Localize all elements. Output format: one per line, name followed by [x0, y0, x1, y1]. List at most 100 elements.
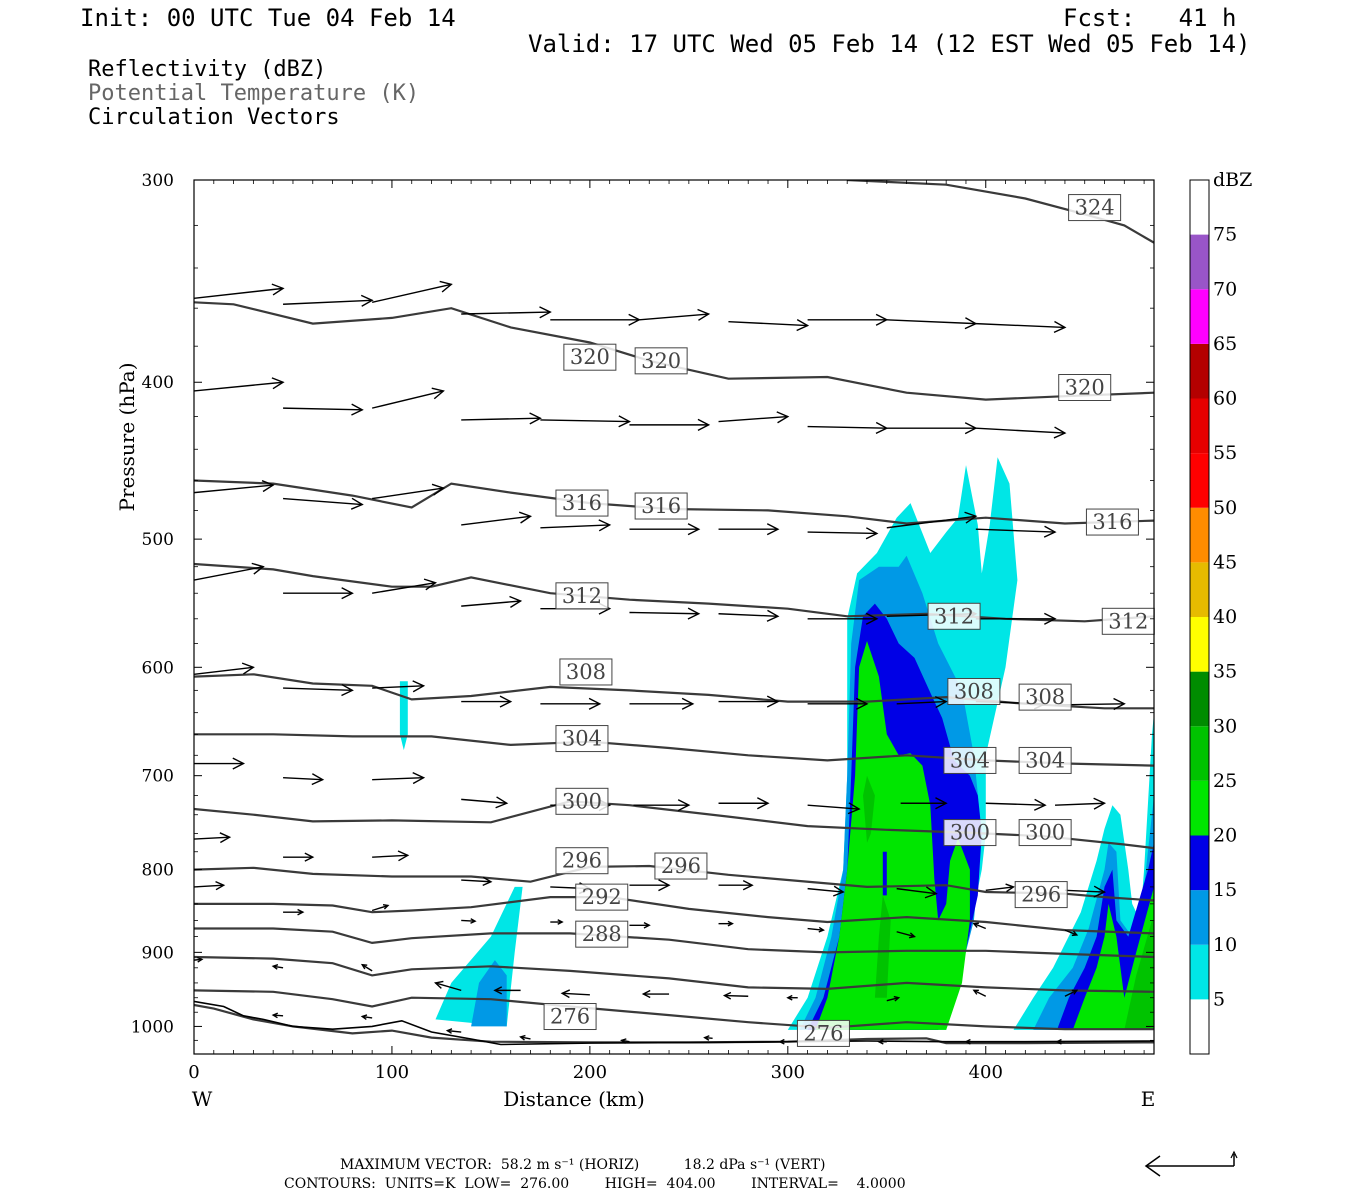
- theta-contour-label-box: [1085, 508, 1139, 536]
- colorbar-segment: [1190, 999, 1209, 1054]
- wind-vector: [973, 989, 987, 997]
- theta-contour-label-box: [654, 852, 708, 880]
- plot-frame: [193, 179, 1155, 1055]
- surface-line: [194, 1000, 1154, 1046]
- wind-vector: [283, 299, 373, 305]
- wind-vector-head: [972, 922, 979, 928]
- theta-contour-label: 324: [1075, 196, 1115, 220]
- theta-contour-304: [194, 733, 1154, 767]
- colorbar-segment: [1190, 289, 1209, 344]
- wind-vector-head: [766, 523, 780, 536]
- footer-contours: CONTOURS: UNITS=K LOW= 276.00 HIGH= 404.…: [284, 1176, 906, 1192]
- wind-vector: [639, 313, 709, 321]
- wind-vector: [371, 283, 452, 303]
- wind-vector: [283, 407, 363, 411]
- wind-vector: [283, 776, 323, 781]
- wind-vector-head: [757, 797, 770, 810]
- wind-vector-head: [509, 595, 523, 608]
- wind-vector-head: [495, 796, 509, 809]
- theta-contour-320: [194, 301, 1154, 401]
- init-time: Init: 00 UTC Tue 04 Feb 14: [80, 4, 456, 32]
- wind-vector-head: [766, 609, 780, 622]
- theta-contour-label: 276: [550, 1005, 590, 1029]
- wind-vector: [461, 311, 551, 315]
- colorbar-tick-label: 55: [1213, 442, 1237, 464]
- wind-vector: [461, 600, 521, 607]
- wind-vector-head: [964, 511, 978, 524]
- wind-vector-head: [893, 995, 901, 1002]
- wind-vector-head: [703, 1035, 710, 1041]
- colorbar-tick-label: 60: [1213, 388, 1237, 410]
- colorbar-frame: [1189, 179, 1210, 1055]
- wind-vector-head: [1113, 697, 1126, 711]
- wind-vector-head: [832, 885, 845, 897]
- wind-vector-head: [818, 926, 825, 933]
- wind-vector: [194, 484, 274, 494]
- x-tick-label: 400: [969, 1062, 1003, 1083]
- theta-contour-label: 320: [1065, 376, 1105, 400]
- wind-vector-head: [658, 879, 671, 892]
- theta-contour-label: 316: [641, 494, 681, 518]
- wind-vector-head: [271, 283, 285, 296]
- wind-vector-head: [557, 919, 564, 925]
- colorbar-title: dBZ: [1213, 169, 1252, 191]
- wind-vector: [886, 515, 976, 529]
- wind-vector: [283, 687, 353, 692]
- wind-vector: [372, 776, 424, 781]
- wind-vector-head: [518, 511, 533, 524]
- reference-vector-head: [1144, 1155, 1161, 1177]
- wind-vector-head: [304, 852, 315, 862]
- reflectivity-region: [874, 895, 891, 998]
- wind-vector: [372, 487, 444, 500]
- colorbar-segment: [1190, 180, 1209, 235]
- wind-vector: [361, 964, 373, 972]
- wind-vector-head: [865, 527, 879, 540]
- wind-vector-head: [482, 876, 493, 886]
- wind-vector: [194, 884, 224, 888]
- wind-vector-head: [397, 850, 410, 862]
- field-circulation-vectors: Circulation Vectors: [88, 105, 340, 130]
- wind-vector-head: [341, 683, 354, 697]
- colorbar-segment: [1190, 507, 1209, 563]
- wind-vector-head: [924, 886, 938, 899]
- wind-vector-head: [934, 696, 948, 709]
- theta-contour-label-box: [543, 1003, 597, 1031]
- theta-contour-label-box: [943, 819, 997, 847]
- wind-vector-head: [197, 956, 204, 963]
- wind-vector: [461, 798, 507, 804]
- colorbar-segment: [1190, 343, 1209, 399]
- wind-vector-head: [742, 879, 754, 891]
- wind-vector-head: [620, 1038, 627, 1044]
- wind-vector-head: [972, 989, 979, 995]
- theta-contour-label: 304: [1025, 748, 1065, 772]
- theta-contour-label-box: [575, 920, 629, 948]
- wind-vector: [372, 685, 424, 689]
- wind-vector-head: [865, 612, 879, 625]
- wind-vector: [728, 321, 808, 327]
- colorbar-segment: [1190, 944, 1209, 1000]
- wind-vector-head: [271, 377, 285, 390]
- wind-vector-head: [271, 1012, 279, 1019]
- field-reflectivity: Reflectivity (dBZ): [88, 57, 327, 82]
- theta-contour-280: [194, 989, 1154, 1031]
- wind-vector-head: [431, 483, 445, 496]
- x-tick-label: 300: [771, 1062, 805, 1083]
- theta-contour-label-box: [634, 492, 688, 520]
- theta-contour-label-box: [1018, 746, 1072, 774]
- colorbar-tick-label: 70: [1213, 278, 1237, 300]
- wind-vector: [807, 425, 887, 429]
- x-tick-label: 100: [375, 1062, 409, 1083]
- theta-contour-label: 312: [1108, 609, 1148, 633]
- theta-contour-label: 320: [641, 349, 681, 373]
- wind-vector: [194, 566, 264, 581]
- colorbar-tick-label: 30: [1213, 715, 1237, 737]
- wind-vector: [886, 319, 976, 325]
- wind-vector-head: [1093, 885, 1107, 898]
- theta-contour-label-box: [563, 343, 617, 371]
- wind-vector: [562, 992, 590, 996]
- y-tick-label: 600: [142, 658, 174, 678]
- wind-vector-head: [877, 1038, 884, 1045]
- wind-vector-head: [412, 772, 426, 785]
- wind-vector: [629, 611, 699, 615]
- valid-time: Valid: 17 UTC Wed 05 Feb 14 (12 EST Wed …: [528, 30, 1251, 58]
